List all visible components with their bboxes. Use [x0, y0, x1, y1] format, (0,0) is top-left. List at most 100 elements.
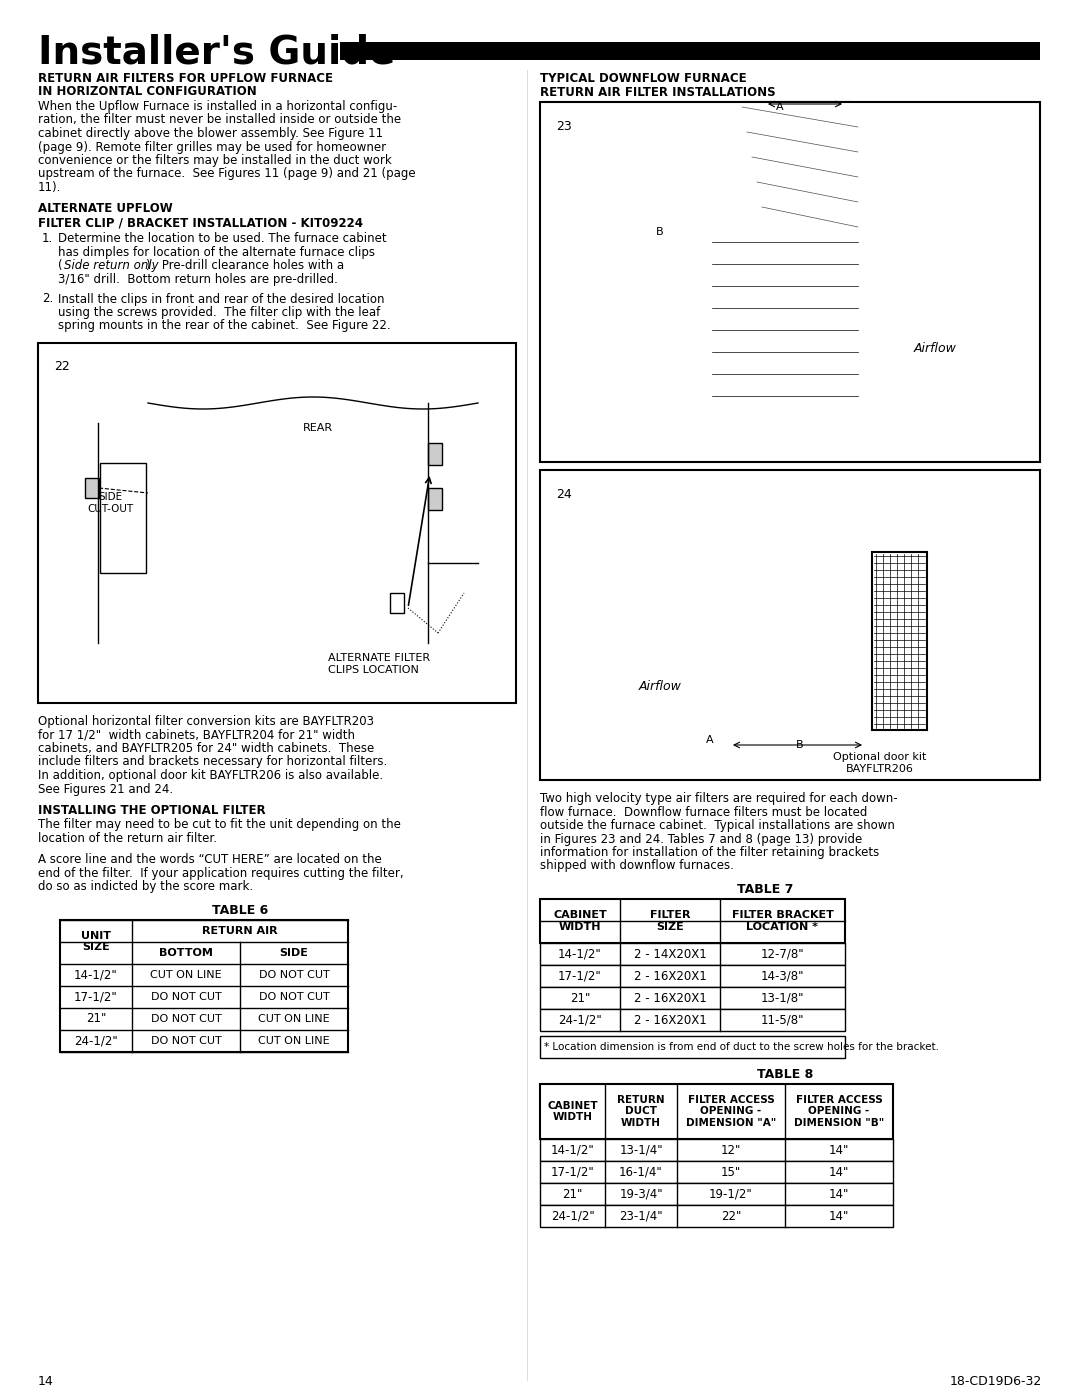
Text: RETURN
DUCT
WIDTH: RETURN DUCT WIDTH: [617, 1095, 665, 1129]
Text: 2 - 16X20X1: 2 - 16X20X1: [634, 992, 706, 1004]
Text: include filters and brackets necessary for horizontal filters.: include filters and brackets necessary f…: [38, 756, 388, 768]
Text: TABLE 6: TABLE 6: [212, 904, 268, 916]
Text: 15": 15": [720, 1165, 741, 1179]
Text: 24-1/2": 24-1/2": [551, 1210, 594, 1222]
Text: (: (: [58, 260, 63, 272]
Polygon shape: [910, 362, 960, 422]
Text: IN HORIZONTAL CONFIGURATION: IN HORIZONTAL CONFIGURATION: [38, 85, 257, 98]
Bar: [540, 943, 845, 965]
Text: 19-1/2": 19-1/2": [710, 1187, 753, 1200]
Bar: [540, 469, 1040, 780]
Text: cabinet directly above the blower assembly. See Figure 11: cabinet directly above the blower assemb…: [38, 127, 383, 140]
Text: INSTALLING THE OPTIONAL FILTER: INSTALLING THE OPTIONAL FILTER: [38, 805, 266, 817]
Polygon shape: [645, 636, 700, 665]
Bar: [540, 965, 845, 988]
Text: 17-1/2": 17-1/2": [75, 990, 118, 1003]
Bar: [100, 462, 146, 573]
Text: Side return only: Side return only: [64, 260, 159, 272]
Text: DO NOT CUT: DO NOT CUT: [150, 992, 221, 1002]
Text: CLIPS LOCATION: CLIPS LOCATION: [328, 665, 419, 675]
Text: 23: 23: [556, 120, 572, 133]
Bar: [540, 102, 1040, 462]
Text: RETURN AIR: RETURN AIR: [202, 925, 278, 936]
Bar: [540, 1206, 893, 1227]
Text: in Figures 23 and 24. Tables 7 and 8 (page 13) provide: in Figures 23 and 24. Tables 7 and 8 (pa…: [540, 833, 862, 845]
Text: do so as indicted by the score mark.: do so as indicted by the score mark.: [38, 880, 253, 893]
Text: CUT ON LINE: CUT ON LINE: [150, 970, 221, 979]
Bar: [340, 42, 1040, 60]
Text: 21": 21": [85, 1011, 106, 1025]
Text: 23-1/4": 23-1/4": [619, 1210, 663, 1222]
Text: See Figures 21 and 24.: See Figures 21 and 24.: [38, 782, 173, 795]
Bar: [540, 1183, 893, 1206]
Polygon shape: [660, 550, 710, 731]
Text: CABINET
WIDTH: CABINET WIDTH: [548, 1101, 598, 1122]
Text: ALTERNATE UPFLOW: ALTERNATE UPFLOW: [38, 203, 173, 215]
Polygon shape: [715, 732, 868, 754]
Text: 24-1/2": 24-1/2": [75, 1034, 118, 1046]
Text: When the Upflow Furnace is installed in a horizontal configu-: When the Upflow Furnace is installed in …: [38, 101, 397, 113]
Text: cabinets, and BAYFLTR205 for 24" width cabinets.  These: cabinets, and BAYFLTR205 for 24" width c…: [38, 742, 375, 754]
Polygon shape: [860, 203, 890, 432]
Text: outside the furnace cabinet.  Typical installations are shown: outside the furnace cabinet. Typical ins…: [540, 819, 895, 833]
Text: FILTER
SIZE: FILTER SIZE: [650, 911, 690, 932]
Polygon shape: [98, 563, 478, 643]
Polygon shape: [710, 529, 890, 550]
Text: CUT ON LINE: CUT ON LINE: [258, 1035, 329, 1045]
Text: information for installation of the filter retaining brackets: information for installation of the filt…: [540, 847, 879, 859]
Bar: [60, 919, 348, 1052]
Text: 1.: 1.: [42, 232, 53, 246]
Text: 14: 14: [38, 1375, 54, 1389]
Polygon shape: [148, 402, 478, 563]
Polygon shape: [98, 402, 148, 643]
Bar: [540, 900, 845, 943]
Bar: [390, 592, 404, 613]
Text: has dimples for location of the alternate furnace clips: has dimples for location of the alternat…: [58, 246, 375, 258]
Text: FILTER CLIP / BRACKET INSTALLATION - KIT09224: FILTER CLIP / BRACKET INSTALLATION - KIT…: [38, 217, 363, 229]
Text: A: A: [777, 102, 784, 112]
Text: 2 - 14X20X1: 2 - 14X20X1: [634, 947, 706, 961]
Text: using the screws provided.  The filter clip with the leaf: using the screws provided. The filter cl…: [58, 306, 380, 319]
Text: Install the clips in front and rear of the desired location: Install the clips in front and rear of t…: [58, 292, 384, 306]
Text: Optional door kit: Optional door kit: [834, 752, 927, 761]
Text: DO NOT CUT: DO NOT CUT: [150, 1013, 221, 1024]
Text: TABLE 7: TABLE 7: [737, 883, 793, 895]
Text: upstream of the furnace.  See Figures 11 (page 9) and 21 (page: upstream of the furnace. See Figures 11 …: [38, 168, 416, 180]
Text: 11).: 11).: [38, 182, 62, 194]
Text: DO NOT CUT: DO NOT CUT: [258, 970, 329, 979]
Text: TABLE 8: TABLE 8: [757, 1067, 813, 1081]
Text: 17-1/2": 17-1/2": [551, 1165, 594, 1179]
Bar: [38, 344, 516, 703]
Polygon shape: [710, 550, 870, 731]
Text: ration, the filter must never be installed inside or outside the: ration, the filter must never be install…: [38, 113, 401, 127]
Text: 14-1/2": 14-1/2": [558, 947, 602, 961]
Text: 14": 14": [828, 1210, 849, 1222]
Text: spring mounts in the rear of the cabinet.  See Figure 22.: spring mounts in the rear of the cabinet…: [58, 320, 391, 332]
Text: 19-3/4": 19-3/4": [619, 1187, 663, 1200]
Text: RETURN AIR FILTERS FOR UPFLOW FURNACE: RETURN AIR FILTERS FOR UPFLOW FURNACE: [38, 73, 333, 85]
Text: A: A: [706, 735, 714, 745]
Text: A score line and the words “CUT HERE” are located on the: A score line and the words “CUT HERE” ar…: [38, 854, 381, 866]
Text: FILTER ACCESS
OPENING -
DIMENSION "B": FILTER ACCESS OPENING - DIMENSION "B": [794, 1095, 885, 1129]
Polygon shape: [740, 102, 860, 232]
Text: 21": 21": [570, 992, 590, 1004]
Bar: [540, 1084, 893, 1139]
Bar: [85, 478, 99, 497]
Text: In addition, optional door kit BAYFLTR206 is also available.: In addition, optional door kit BAYFLTR20…: [38, 768, 383, 782]
Text: end of the filter.  If your application requires cutting the filter,: end of the filter. If your application r…: [38, 866, 404, 880]
Text: 12-7/8": 12-7/8": [760, 947, 805, 961]
Text: Installer's Guide: Installer's Guide: [38, 34, 395, 71]
Text: * Location dimension is from end of duct to the screw holes for the bracket.: * Location dimension is from end of duct…: [544, 1042, 939, 1052]
Bar: [540, 1009, 845, 1031]
Bar: [540, 988, 845, 1009]
Text: B: B: [796, 740, 804, 750]
Bar: [540, 1161, 893, 1183]
Text: 2 - 16X20X1: 2 - 16X20X1: [634, 1013, 706, 1027]
Text: 14": 14": [828, 1187, 849, 1200]
Bar: [540, 1037, 845, 1058]
Text: shipped with downflow furnaces.: shipped with downflow furnaces.: [540, 859, 734, 873]
Text: 16-1/4": 16-1/4": [619, 1165, 663, 1179]
Text: 12": 12": [720, 1144, 741, 1157]
Text: FILTER BRACKET
LOCATION *: FILTER BRACKET LOCATION *: [731, 911, 834, 932]
Text: ALTERNATE FILTER: ALTERNATE FILTER: [328, 652, 430, 664]
